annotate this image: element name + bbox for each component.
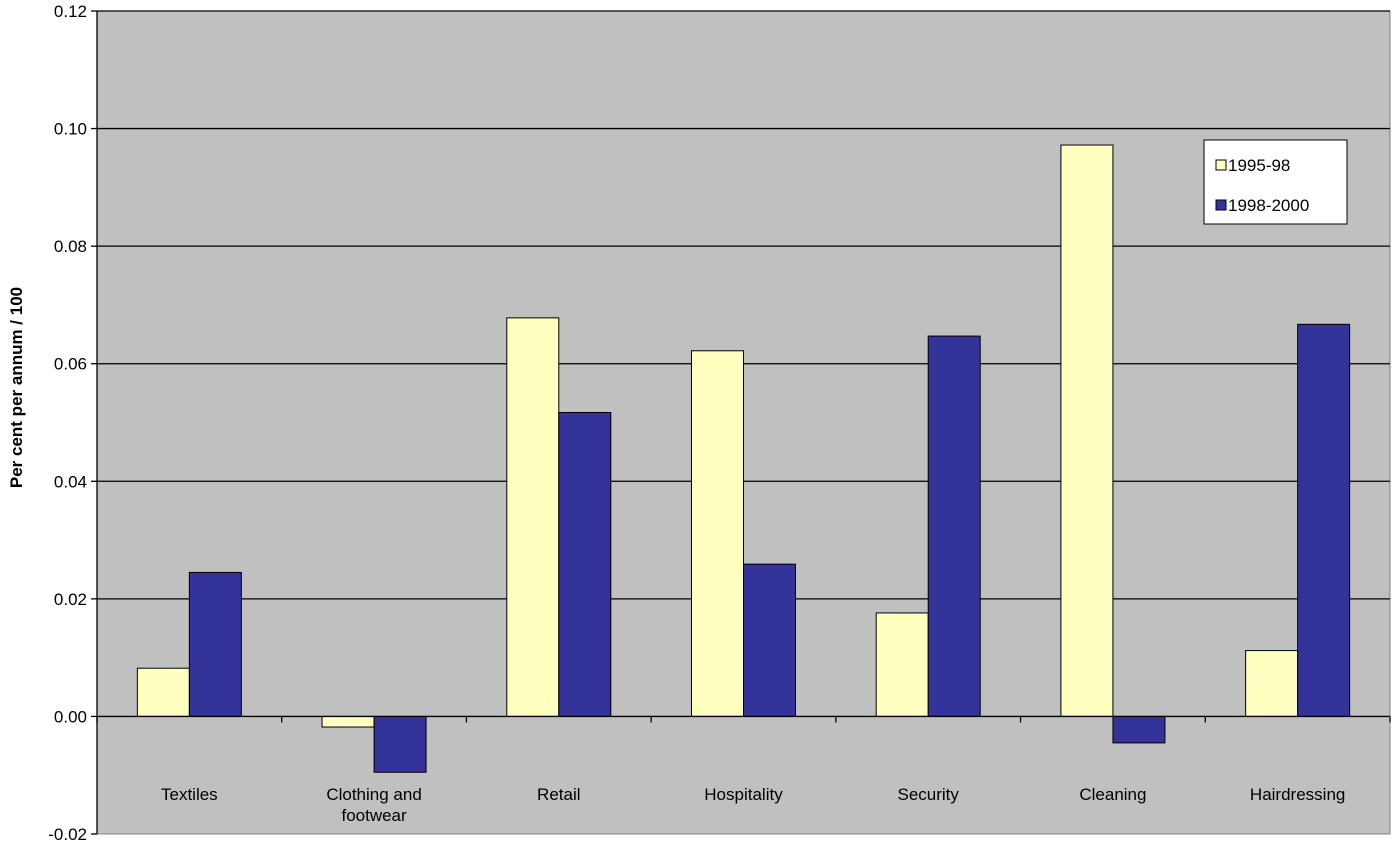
x-category-label: Cleaning [1079,785,1146,804]
bar-series1-4 [875,612,929,717]
x-category-label: Retail [537,785,580,804]
bar-series1-5 [1060,144,1114,717]
bar-series2-2 [558,412,612,717]
x-category-label: Hospitality [704,785,783,804]
legend: 1995-98 1998-2000 [1203,139,1348,225]
axes [91,10,1391,835]
y-tick-label: 0.06 [54,355,87,374]
bar-series2-1 [373,715,427,773]
x-category-label: Clothing and footwear [326,785,421,825]
x-category-label: Textiles [161,785,218,804]
x-category-labels: Textiles Clothing and footwear Retail Hospit… [161,785,1345,825]
y-tick-label: 0.08 [54,237,87,256]
bar-series2-6 [1297,323,1351,717]
gridlines [97,10,1390,600]
bars [136,144,1351,773]
bar-series2-3 [743,563,796,717]
bar-series1-0 [136,667,190,717]
legend-box [1203,139,1348,225]
y-tick-label: -0.02 [48,825,87,844]
x-category-label: Hairdressing [1250,785,1345,804]
bar-series2-4 [927,335,981,717]
bar-series2-0 [188,571,242,717]
y-tick-label: 0.10 [54,120,87,139]
bar-series1-2 [506,317,560,717]
y-tick-label: 0.02 [54,590,87,609]
x-category-label: Security [898,785,960,804]
legend-swatch [1215,159,1227,171]
legend-swatch [1215,199,1227,211]
y-tick-labels: -0.02 0.00 0.02 0.04 0.06 0.08 0.10 0.12 [48,2,87,844]
bar-series1-3 [691,350,744,717]
bar-series2-5 [1112,715,1166,744]
bar-series1-6 [1245,650,1299,717]
bar-series1-1 [321,715,375,728]
y-tick-label: 0.12 [54,2,87,21]
y-tick-label: 0.00 [54,707,87,726]
legend-entry: 1995-98 [1228,156,1290,175]
y-axis-title: Per cent per annum / 100 [7,287,26,488]
legend-entry: 1998-2000 [1228,196,1309,215]
y-tick-label: 0.04 [54,472,87,491]
